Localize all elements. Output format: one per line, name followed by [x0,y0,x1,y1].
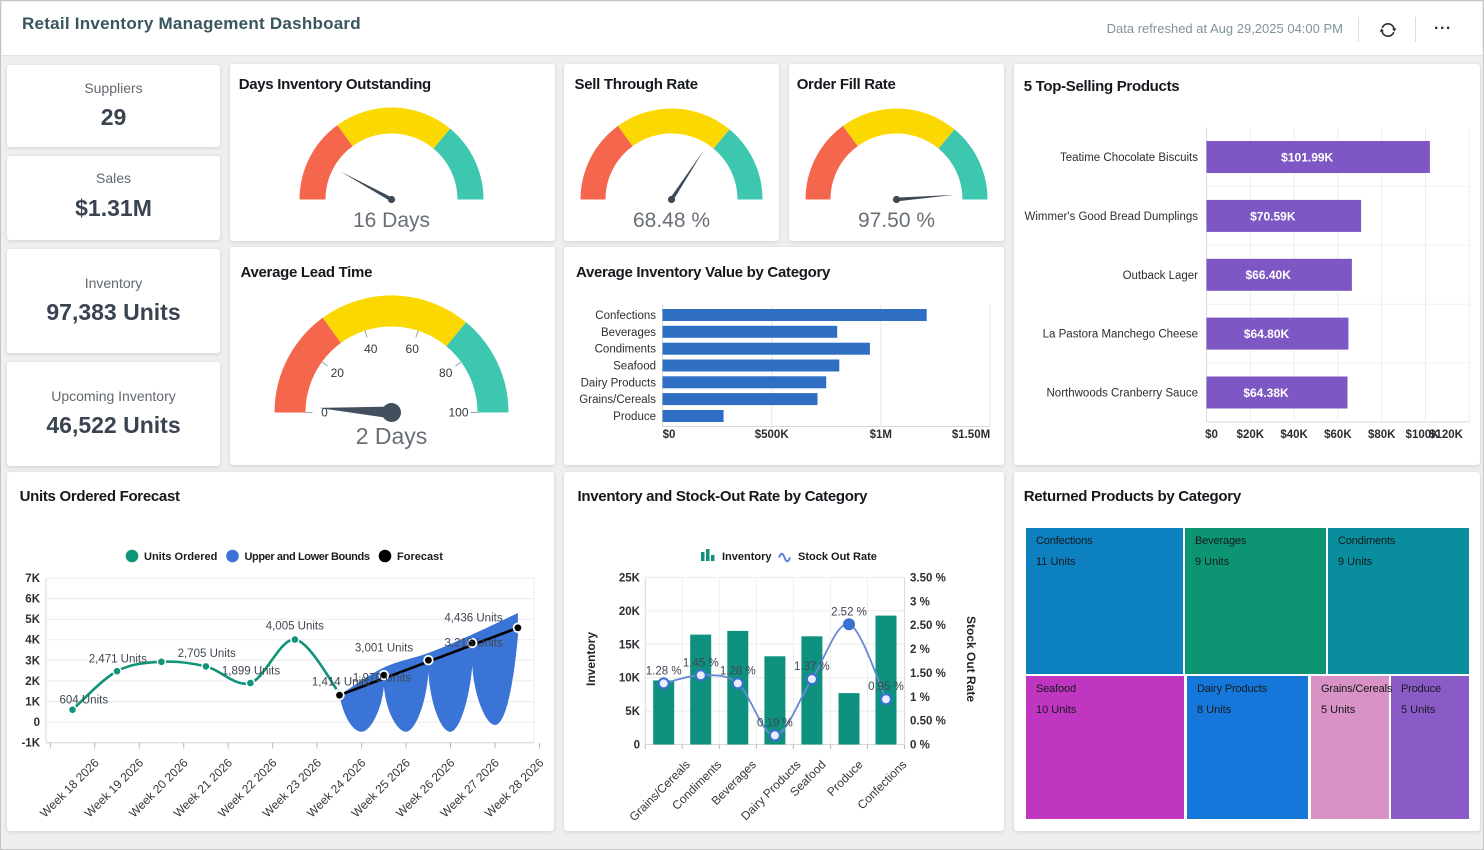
svg-text:Seafood: Seafood [613,361,656,373]
svg-text:3K: 3K [25,655,40,667]
svg-text:80: 80 [439,366,453,380]
svg-text:1.45 %: 1.45 % [683,657,719,669]
svg-text:5K: 5K [25,614,40,626]
svg-text:$0: $0 [1205,429,1218,441]
svg-text:20K: 20K [619,606,641,618]
svg-text:16 Days: 16 Days [353,209,430,232]
svg-text:7K: 7K [25,573,40,585]
svg-text:0.19 %: 0.19 % [757,717,793,729]
svg-text:40: 40 [364,342,378,356]
svg-text:1.28 %: 1.28 % [646,665,682,677]
svg-text:4,005 Units: 4,005 Units [266,621,324,633]
svg-text:Inventory: Inventory [584,632,598,686]
svg-text:3,216 Units: 3,216 Units [445,638,503,650]
svg-text:3,001 Units: 3,001 Units [355,643,413,655]
svg-text:0: 0 [321,406,328,420]
svg-text:2 Days: 2 Days [356,423,428,449]
svg-text:-1K: -1K [21,738,40,750]
svg-text:Stock Out Rate: Stock Out Rate [964,616,978,702]
svg-text:2,471 Units: 2,471 Units [89,654,147,666]
svg-text:1K: 1K [25,697,40,709]
svg-text:1.37 %: 1.37 % [794,661,830,673]
svg-text:2.50 %: 2.50 % [910,620,946,632]
svg-text:1,970 Units: 1,970 Units [353,673,411,685]
svg-text:$60K: $60K [1324,429,1352,441]
svg-text:Produce: Produce [824,757,866,799]
svg-text:$0: $0 [663,429,676,441]
svg-text:1,414 Units: 1,414 Units [312,677,370,689]
svg-text:10K: 10K [619,673,641,685]
svg-text:Upper and Lower Bounds: Upper and Lower Bounds [245,551,370,563]
svg-text:0 %: 0 % [910,740,930,752]
svg-text:Forecast: Forecast [397,551,443,563]
svg-text:4,436 Units: 4,436 Units [444,612,502,624]
svg-text:$1M: $1M [870,429,892,441]
svg-text:Dairy Products: Dairy Products [581,377,657,389]
svg-text:Inventory: Inventory [722,551,772,563]
svg-text:60: 60 [406,342,420,356]
svg-text:Confections: Confections [595,310,656,322]
svg-text:4K: 4K [25,635,40,647]
svg-text:1 %: 1 % [910,692,930,704]
svg-text:2 %: 2 % [910,644,930,656]
svg-text:604 Units: 604 Units [60,695,109,707]
svg-text:Units Ordered: Units Ordered [144,551,217,563]
svg-text:2,705 Units: 2,705 Units [178,648,236,660]
svg-text:Northwoods Cranberry Sauce: Northwoods Cranberry Sauce [1047,388,1199,400]
svg-text:$66.40K: $66.40K [1246,268,1292,282]
svg-text:2K: 2K [25,676,40,688]
svg-text:6K: 6K [25,594,40,606]
svg-text:$20K: $20K [1237,429,1265,441]
svg-text:5K: 5K [625,706,640,718]
svg-text:25K: 25K [619,573,641,585]
svg-text:Stock Out Rate: Stock Out Rate [798,551,877,563]
svg-text:$70.59K: $70.59K [1250,209,1296,223]
svg-text:Produce: Produce [613,411,656,423]
svg-text:Outback Lager: Outback Lager [1123,270,1199,282]
svg-text:$101.99K: $101.99K [1281,151,1333,165]
svg-text:$64.38K: $64.38K [1243,386,1289,400]
svg-text:Wimmer's Good Bread Dumplings: Wimmer's Good Bread Dumplings [1025,211,1199,223]
svg-text:$100K: $100K [1406,429,1441,441]
svg-text:Condiments: Condiments [595,344,657,356]
svg-text:3.50 %: 3.50 % [910,573,946,585]
svg-text:0.50 %: 0.50 % [910,716,946,728]
svg-text:Grains/Cereals: Grains/Cereals [579,394,656,406]
svg-text:97.50 %: 97.50 % [858,209,935,232]
svg-text:68.48 %: 68.48 % [633,209,710,232]
svg-text:3 %: 3 % [910,596,930,608]
svg-text:2.52 %: 2.52 % [831,606,867,618]
svg-text:100: 100 [448,406,468,420]
svg-text:1.50 %: 1.50 % [910,668,946,680]
svg-text:$64.80K: $64.80K [1244,327,1290,341]
svg-text:15K: 15K [619,639,641,651]
svg-text:0: 0 [34,717,40,729]
svg-text:20: 20 [331,366,345,380]
svg-text:La Pastora Manchego Cheese: La Pastora Manchego Cheese [1043,329,1198,341]
svg-text:Teatime Chocolate Biscuits: Teatime Chocolate Biscuits [1060,152,1198,164]
svg-text:1.28 %: 1.28 % [720,665,756,677]
svg-text:$120K: $120K [1429,429,1464,441]
svg-text:0: 0 [634,740,640,752]
svg-text:$80K: $80K [1368,429,1396,441]
svg-text:$40K: $40K [1280,429,1308,441]
svg-text:$500K: $500K [755,429,790,441]
svg-text:$1.50M: $1.50M [952,429,990,441]
svg-text:Beverages: Beverages [601,327,656,339]
svg-text:1,899 Units: 1,899 Units [222,666,280,678]
svg-text:0.95 %: 0.95 % [868,681,904,693]
